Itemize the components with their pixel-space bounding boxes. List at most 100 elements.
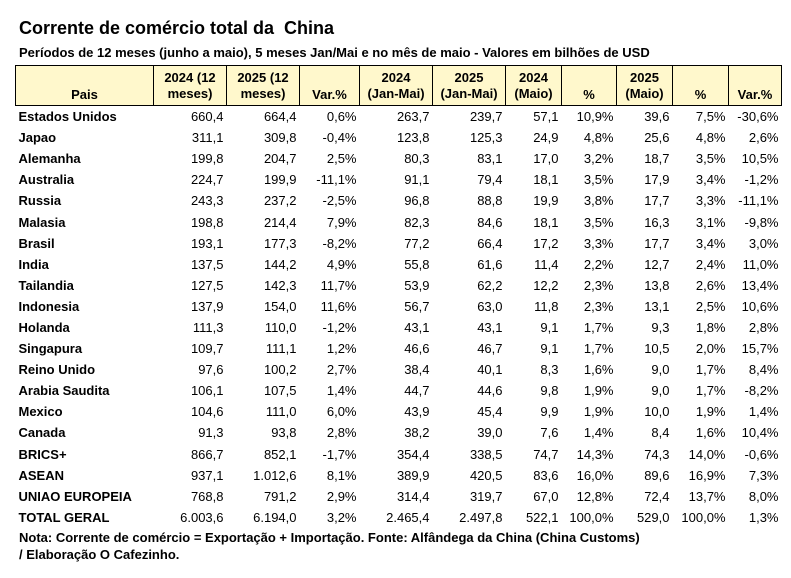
table-row: UNIAO EUROPEIA 768,8 791,2 2,9% 314,4 319,7 67…	[16, 486, 782, 507]
table-cell: 10,0	[644, 404, 670, 420]
table-cell: 177,3	[263, 235, 297, 251]
table-cell: 4,8%	[583, 130, 614, 146]
row-label: TOTAL GERAL	[18, 509, 110, 525]
table-cell: -2,5%	[322, 193, 357, 209]
row-label: Australia	[18, 172, 75, 188]
table-cell: -8,2%	[322, 235, 357, 251]
table-cell: 8,0%	[748, 488, 779, 504]
table-cell: 123,8	[396, 130, 430, 146]
table-cell: 88,8	[477, 193, 503, 209]
table-cell: 12,7	[644, 256, 670, 272]
table-cell: -1,7%	[322, 446, 357, 462]
table-cell: 3,3%	[695, 193, 726, 209]
table-cell: 10,5%	[741, 151, 779, 167]
table-cell: 13,4%	[741, 277, 779, 293]
column-header-text: (Maio)	[625, 85, 664, 101]
column-header-text: Var.%	[737, 87, 773, 102]
column-header: Pais	[15, 65, 154, 106]
table-cell: 1,6%	[695, 425, 726, 441]
table-cell: 2,3%	[583, 298, 614, 314]
row-label: BRICS+	[18, 446, 67, 462]
table-cell: 243,3	[190, 193, 224, 209]
table-cell: 7,5%	[695, 109, 726, 125]
table-row: Arabia Saudita 106,1 107,5 1,4% 44,7 44,6 9,8 1…	[16, 380, 782, 401]
table-cell: 16,9%	[688, 467, 726, 483]
table-cell: 1,9%	[583, 404, 614, 420]
table-cell: 39,6	[644, 109, 670, 125]
footnote-line-2: / Elaboração O Cafezinho.	[19, 547, 180, 562]
table-row: Japao 311,1 309,8 -0,4% 123,8 125,3 24,9 4,8% 25…	[16, 127, 782, 148]
column-header-text: %	[694, 87, 707, 102]
table-cell: 2,4%	[695, 256, 726, 272]
table-cell: 11,0%	[742, 256, 779, 272]
table-cell: 8,3	[540, 362, 559, 378]
table-cell: 9,3	[651, 319, 670, 335]
row-label: ASEAN	[18, 467, 65, 483]
table-cell: 0,6%	[326, 109, 357, 125]
table-row: Indonesia 137,9 154,0 11,6% 56,7 63,0 11,8 2,3%…	[16, 296, 782, 317]
table-cell: 14,3%	[576, 446, 614, 462]
footnote-line-1: Nota: Corrente de comércio = Exportação …	[19, 530, 640, 545]
table-cell: 13,1	[644, 298, 670, 314]
table-cell: 24,9	[533, 130, 559, 146]
table-cell: 309,8	[263, 130, 297, 146]
table-cell: 17,2	[533, 235, 559, 251]
table-row: Estados Unidos 660,4 664,4 0,6% 263,7 239,7 57…	[16, 106, 782, 128]
table-cell: 77,2	[404, 235, 430, 251]
table-cell: 111,0	[265, 404, 297, 420]
table-row: Russia 243,3 237,2 -2,5% 96,8 88,8 19,9 3,8% 17,…	[16, 190, 782, 211]
table-cell: 7,9%	[326, 214, 357, 230]
table-cell: 214,4	[263, 214, 297, 230]
row-label: Brasil	[18, 235, 55, 251]
table-cell: 125,3	[469, 130, 503, 146]
table-cell: -8,2%	[744, 383, 779, 399]
table-cell: 2,5%	[695, 298, 726, 314]
table-cell: 6.003,6	[180, 509, 224, 525]
row-label: Indonesia	[18, 298, 80, 314]
table-cell: 40,1	[477, 362, 503, 378]
table-cell: 6.194,0	[253, 509, 297, 525]
table-cell: 314,4	[396, 488, 430, 504]
table-cell: 866,7	[190, 446, 224, 462]
table-cell: 53,9	[404, 277, 430, 293]
table-row: Mexico 104,6 111,0 6,0% 43,9 45,4 9,9 1,9% 10,0 1…	[16, 401, 782, 422]
table-row: Reino Unido 97,6 100,2 2,7% 38,4 40,1 8,3 1,6% 9…	[16, 359, 782, 380]
table-cell: 311,1	[191, 130, 224, 146]
table-cell: 17,7	[644, 235, 670, 251]
table-cell: 93,8	[271, 425, 297, 441]
table-cell: 137,9	[190, 298, 224, 314]
table-header: Pais 2024 (12 meses) 2025 (12 meses) Var.% 202…	[15, 65, 782, 106]
table-cell: 1,7%	[583, 319, 614, 335]
table-cell: 3,2%	[326, 509, 357, 525]
table-cell: 74,3	[644, 446, 670, 462]
table-cell: 62,2	[477, 277, 503, 293]
table-cell: 9,8	[540, 383, 559, 399]
column-header: 2025 (Maio)	[616, 65, 673, 106]
row-label: Mexico	[18, 404, 63, 420]
table-cell: 10,4%	[741, 425, 779, 441]
row-label: India	[18, 256, 49, 272]
table-cell: -0,4%	[322, 130, 357, 146]
table-cell: 18,1	[533, 172, 559, 188]
table-cell: 46,6	[404, 341, 430, 357]
table-cell: 10,6%	[741, 298, 779, 314]
table-cell: 3,5%	[583, 214, 614, 230]
table-cell: 45,4	[477, 404, 503, 420]
row-label: Reino Unido	[18, 362, 96, 378]
table-cell: 529,0	[636, 509, 670, 525]
page-title: Corrente de comércio total da China	[19, 18, 335, 38]
table-cell: 1,4%	[326, 383, 357, 399]
table-cell: 1,4%	[748, 404, 779, 420]
table-cell: -0,6%	[744, 446, 779, 462]
row-label: Malasia	[18, 214, 66, 230]
table-cell: 9,9	[540, 404, 559, 420]
table-cell: 2.465,4	[386, 509, 430, 525]
table-cell: 144,2	[263, 256, 297, 272]
table-cell: 63,0	[477, 298, 503, 314]
table-row: Holanda 111,3 110,0 -1,2% 43,1 43,1 9,1 1,7% 9,3…	[16, 317, 782, 338]
table-cell: 3,2%	[583, 151, 614, 167]
table-cell: 17,0	[533, 151, 559, 167]
table-cell: 3,1%	[695, 214, 726, 230]
row-label: Holanda	[18, 319, 70, 335]
